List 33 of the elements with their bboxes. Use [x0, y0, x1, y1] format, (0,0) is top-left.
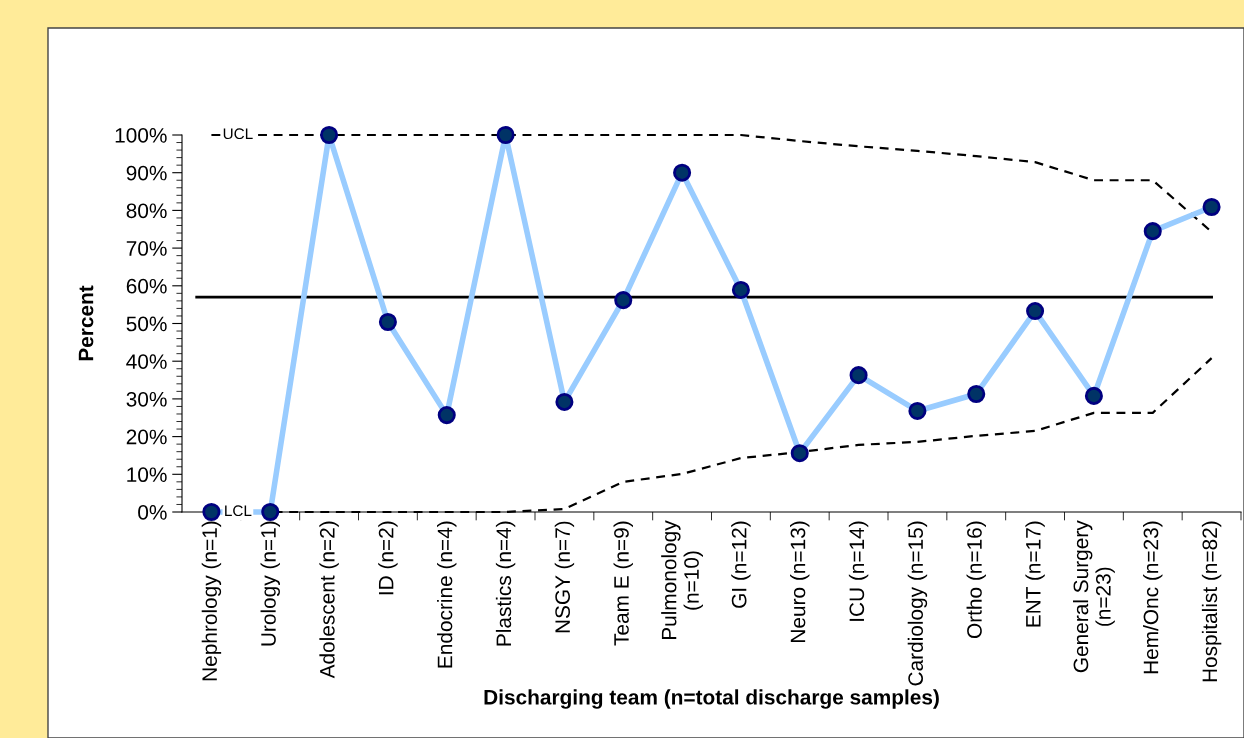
y-tick-label: 10% [127, 467, 167, 483]
y-tick-label: 40% [126, 354, 167, 369]
x-tick-label: ICU (n=14) [848, 521, 869, 621]
x-tick-label: Nephrology (n=1) [201, 521, 222, 681]
x-tick-label: ENT (n=17) [1025, 521, 1045, 627]
x-tick-label: Neuro (n=13) [790, 521, 810, 642]
x-axis-title: Discharging team (n=total discharge samples) [484, 689, 939, 709]
x-tick-label: ID (n=2) [378, 521, 398, 595]
y-tick-label: 30% [126, 391, 167, 407]
x-tick-label: Hem/Onc (n=23) [1143, 521, 1163, 674]
y-tick-label: 70% [126, 241, 167, 256]
x-tick-label: GI (n=12) [731, 521, 751, 608]
x-tick-label: Plastics (n=4) [495, 521, 516, 646]
x-tick-label: Cardiology (n=15) [907, 521, 928, 686]
x-tick-label: General Surgery (n=23) [1072, 520, 1115, 673]
y-tick-label: 60% [126, 278, 167, 294]
x-tick-label: Hospitalist (n=82) [1201, 521, 1222, 682]
y-axis-title: Percent [78, 285, 94, 361]
x-tick-label: Urology (n=1) [260, 521, 280, 646]
y-tick-label: 100% [115, 128, 167, 143]
x-tick-label: Adolescent (n=2) [319, 521, 339, 679]
y-tick-label: 0% [138, 505, 167, 520]
x-tick-label: Endocrine (n=4) [437, 521, 457, 668]
y-tick-label: 80% [126, 203, 167, 219]
y-tick-label: 90% [126, 165, 167, 181]
y-tick-label: 50% [126, 316, 167, 332]
x-tick-label: NSGY (n=7) [554, 521, 575, 633]
x-tick-label: Team E (n=9) [613, 521, 633, 646]
x-tick-label: Pulmonology (n=10) [661, 520, 703, 640]
y-tick-label: 20% [126, 429, 167, 445]
series-label: UCL [223, 128, 253, 140]
x-tick-label: Ortho (n=16) [966, 521, 986, 639]
series-label: LCL [225, 505, 252, 517]
